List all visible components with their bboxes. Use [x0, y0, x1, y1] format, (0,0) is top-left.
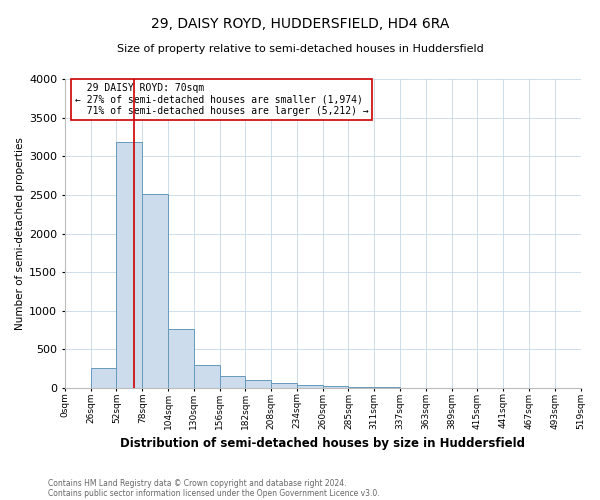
Bar	[91, 368, 116, 388]
Bar	[116, 142, 142, 388]
Bar	[142, 194, 168, 388]
Text: 29 DAISY ROYD: 70sqm
← 27% of semi-detached houses are smaller (1,974)
  71% of : 29 DAISY ROYD: 70sqm ← 27% of semi-detac…	[75, 83, 368, 116]
Text: Contains public sector information licensed under the Open Government Licence v3: Contains public sector information licen…	[48, 488, 380, 498]
Bar	[220, 376, 245, 388]
Bar	[245, 380, 271, 388]
X-axis label: Distribution of semi-detached houses by size in Huddersfield: Distribution of semi-detached houses by …	[120, 437, 525, 450]
Y-axis label: Number of semi-detached properties: Number of semi-detached properties	[15, 137, 25, 330]
Bar	[271, 383, 297, 388]
Text: Contains HM Land Registry data © Crown copyright and database right 2024.: Contains HM Land Registry data © Crown c…	[48, 478, 347, 488]
Bar	[349, 386, 374, 388]
Bar	[323, 386, 349, 388]
Text: Size of property relative to semi-detached houses in Huddersfield: Size of property relative to semi-detach…	[116, 44, 484, 54]
Text: 29, DAISY ROYD, HUDDERSFIELD, HD4 6RA: 29, DAISY ROYD, HUDDERSFIELD, HD4 6RA	[151, 18, 449, 32]
Bar	[297, 385, 323, 388]
Bar	[168, 330, 194, 388]
Bar	[194, 365, 220, 388]
